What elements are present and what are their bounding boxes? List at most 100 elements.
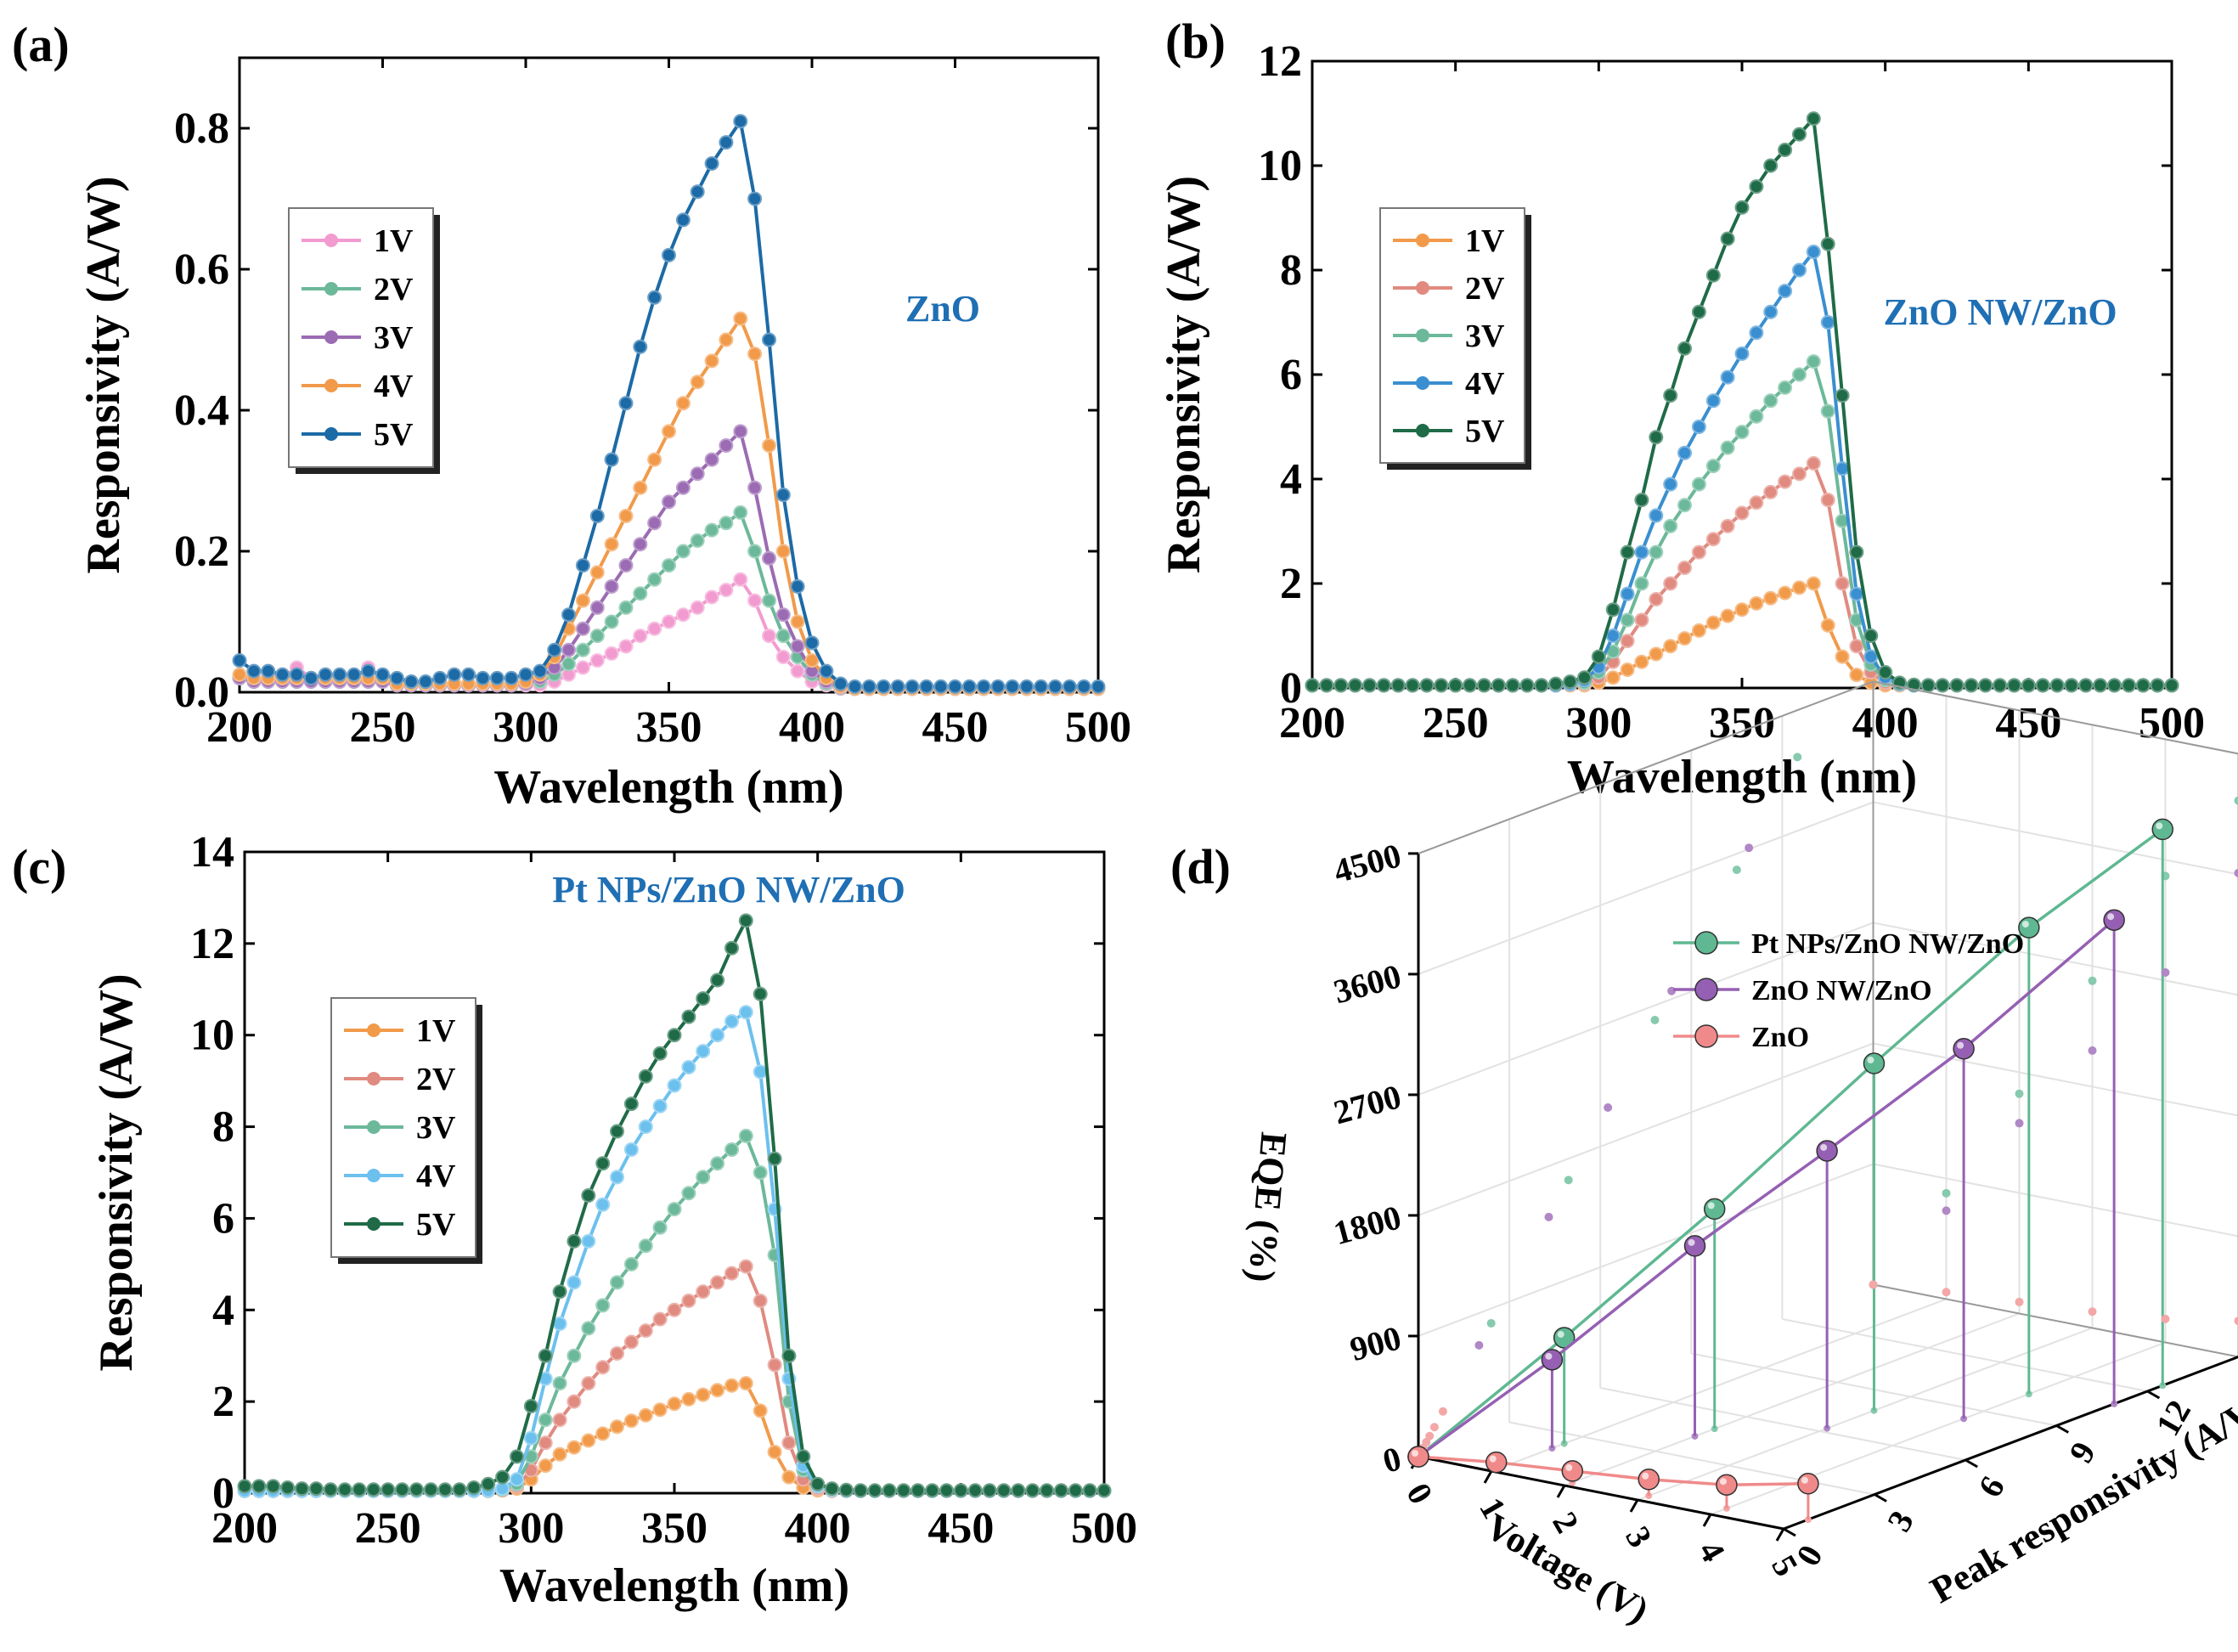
back-wall-grid-line [1418,801,1874,975]
data-point-1V [690,600,705,615]
data-point-highlight [1719,1478,1727,1486]
data-point-2V [538,1435,553,1451]
data-point-2V [704,522,719,538]
x-tick-label: 450 [1995,699,2061,747]
data-point-ZnO NW/ZnO [1816,1140,1838,1162]
data-point-2V [1705,532,1721,547]
data-point-5V [1577,670,1592,685]
data-point-3V [704,452,719,467]
data-point-1V [724,1378,739,1393]
data-point-5V [1333,678,1349,693]
data-point-5V [409,1482,424,1497]
y-tick-label: 0 [212,1469,234,1518]
data-point-5V [1076,679,1091,694]
data-point-2V [652,1311,668,1327]
data-point-4V [633,480,648,495]
data-point-5V [1025,1483,1040,1498]
projection-back-Pt NPs/ZnO NW/ZnO [1486,1318,1496,1328]
data-point-5V [753,986,768,1001]
x-tick-label: 300 [1565,699,1632,747]
legend-marker-4V [1416,376,1429,390]
material-annotation: Pt NPs/ZnO NW/ZnO [552,869,905,911]
legend-marker-3V [324,330,338,344]
data-point-5V [1749,179,1764,195]
data-point-highlight [1867,1056,1874,1063]
data-point-5V [733,114,748,129]
data-point-4V [1792,262,1807,278]
data-point-4V [1663,476,1678,492]
projection-side-Pt NPs/ZnO NW/ZnO [1942,1188,1951,1198]
y-tick-mark [1783,1527,1796,1537]
data-point-highlight [1820,1143,1828,1151]
data-point-1V [1849,668,1864,683]
data-point-4V [681,1060,696,1074]
series-line-ZnO [1418,1455,1808,1486]
data-point-5V [1053,1483,1068,1498]
data-point-5V [2093,678,2108,693]
data-point-5V [1792,127,1807,142]
data-point-1V [762,629,776,644]
data-point-5V [810,1476,826,1491]
data-point-4V [1849,586,1864,601]
data-point-3V [589,600,605,615]
data-point-2V [662,558,676,573]
data-point-5V [1620,544,1635,560]
data-point-5V [581,1188,596,1203]
data-point-4V [762,438,776,453]
data-point-2V [647,572,662,587]
y-tick-label: 14 [190,828,234,877]
data-point-5V [1878,665,1893,679]
data-point-5V [1806,111,1821,127]
data-point-5V [595,1156,611,1171]
data-point-4V [790,614,805,629]
data-point-4V [738,1005,753,1020]
y-axis-title: Responsivity (A/W) [1158,176,1210,573]
projection-side-ZnO [2234,1317,2238,1326]
data-point-2V [733,505,748,520]
data-point-4V [575,593,590,608]
panel-a: (a) 200 250 300 350 400 450 500 0.0 0.2 0.4 0.6 0.8 W… [12,17,1131,814]
legend-label-1V: 1V [1465,223,1505,259]
data-point-4V [1778,284,1793,299]
data-point-4V [1749,325,1764,341]
side-wall-grid-line [1873,1042,2238,1117]
data-point-highlight [1642,1472,1649,1480]
legend-marker-1V [324,234,338,247]
data-point-2V [623,1334,639,1350]
data-point-1V [1705,615,1721,630]
data-point-1V [1835,649,1850,664]
data-point-2V [696,1284,711,1300]
y-tick-label: 0 [1280,664,1302,713]
data-point-2V [1806,456,1821,471]
data-point-1V [753,1403,768,1418]
x-tick-label: 450 [922,703,989,752]
data-point-5V [833,676,848,691]
data-point-5V [719,135,734,150]
data-point-5V [1820,236,1835,251]
data-point-5V [1534,678,1549,693]
data-point-5V [1319,678,1334,693]
data-point-5V [919,679,934,694]
data-point-1V [681,1391,696,1407]
panel-label: (b) [1165,14,1226,69]
y-tick-label: 8 [1280,246,1302,295]
data-point-5V [838,1482,854,1497]
legend-marker-Pt NPs/ZnO NW/ZnO [1694,931,1718,955]
data-point-5V [523,1399,538,1413]
data-point-5V [867,1483,882,1498]
x-axis-title: Wavelength (nm) [493,761,843,814]
data-point-2V [552,1412,567,1428]
projection-back-ZnO NW/ZnO [1745,843,1754,853]
data-point-5V [246,663,262,679]
data-point-5V [1068,1483,1083,1498]
legend-label-4V: 4V [1465,366,1505,402]
data-point-1V [775,650,791,664]
data-point-5V [848,679,862,694]
data-point-1V [667,1396,682,1412]
data-point-5V [318,667,333,682]
data-point-5V [704,156,719,171]
legend-marker-4V [367,1169,381,1182]
data-point-5V [976,679,991,694]
x-tick-mark [1556,1485,1566,1498]
data-point-5V [1348,678,1363,693]
